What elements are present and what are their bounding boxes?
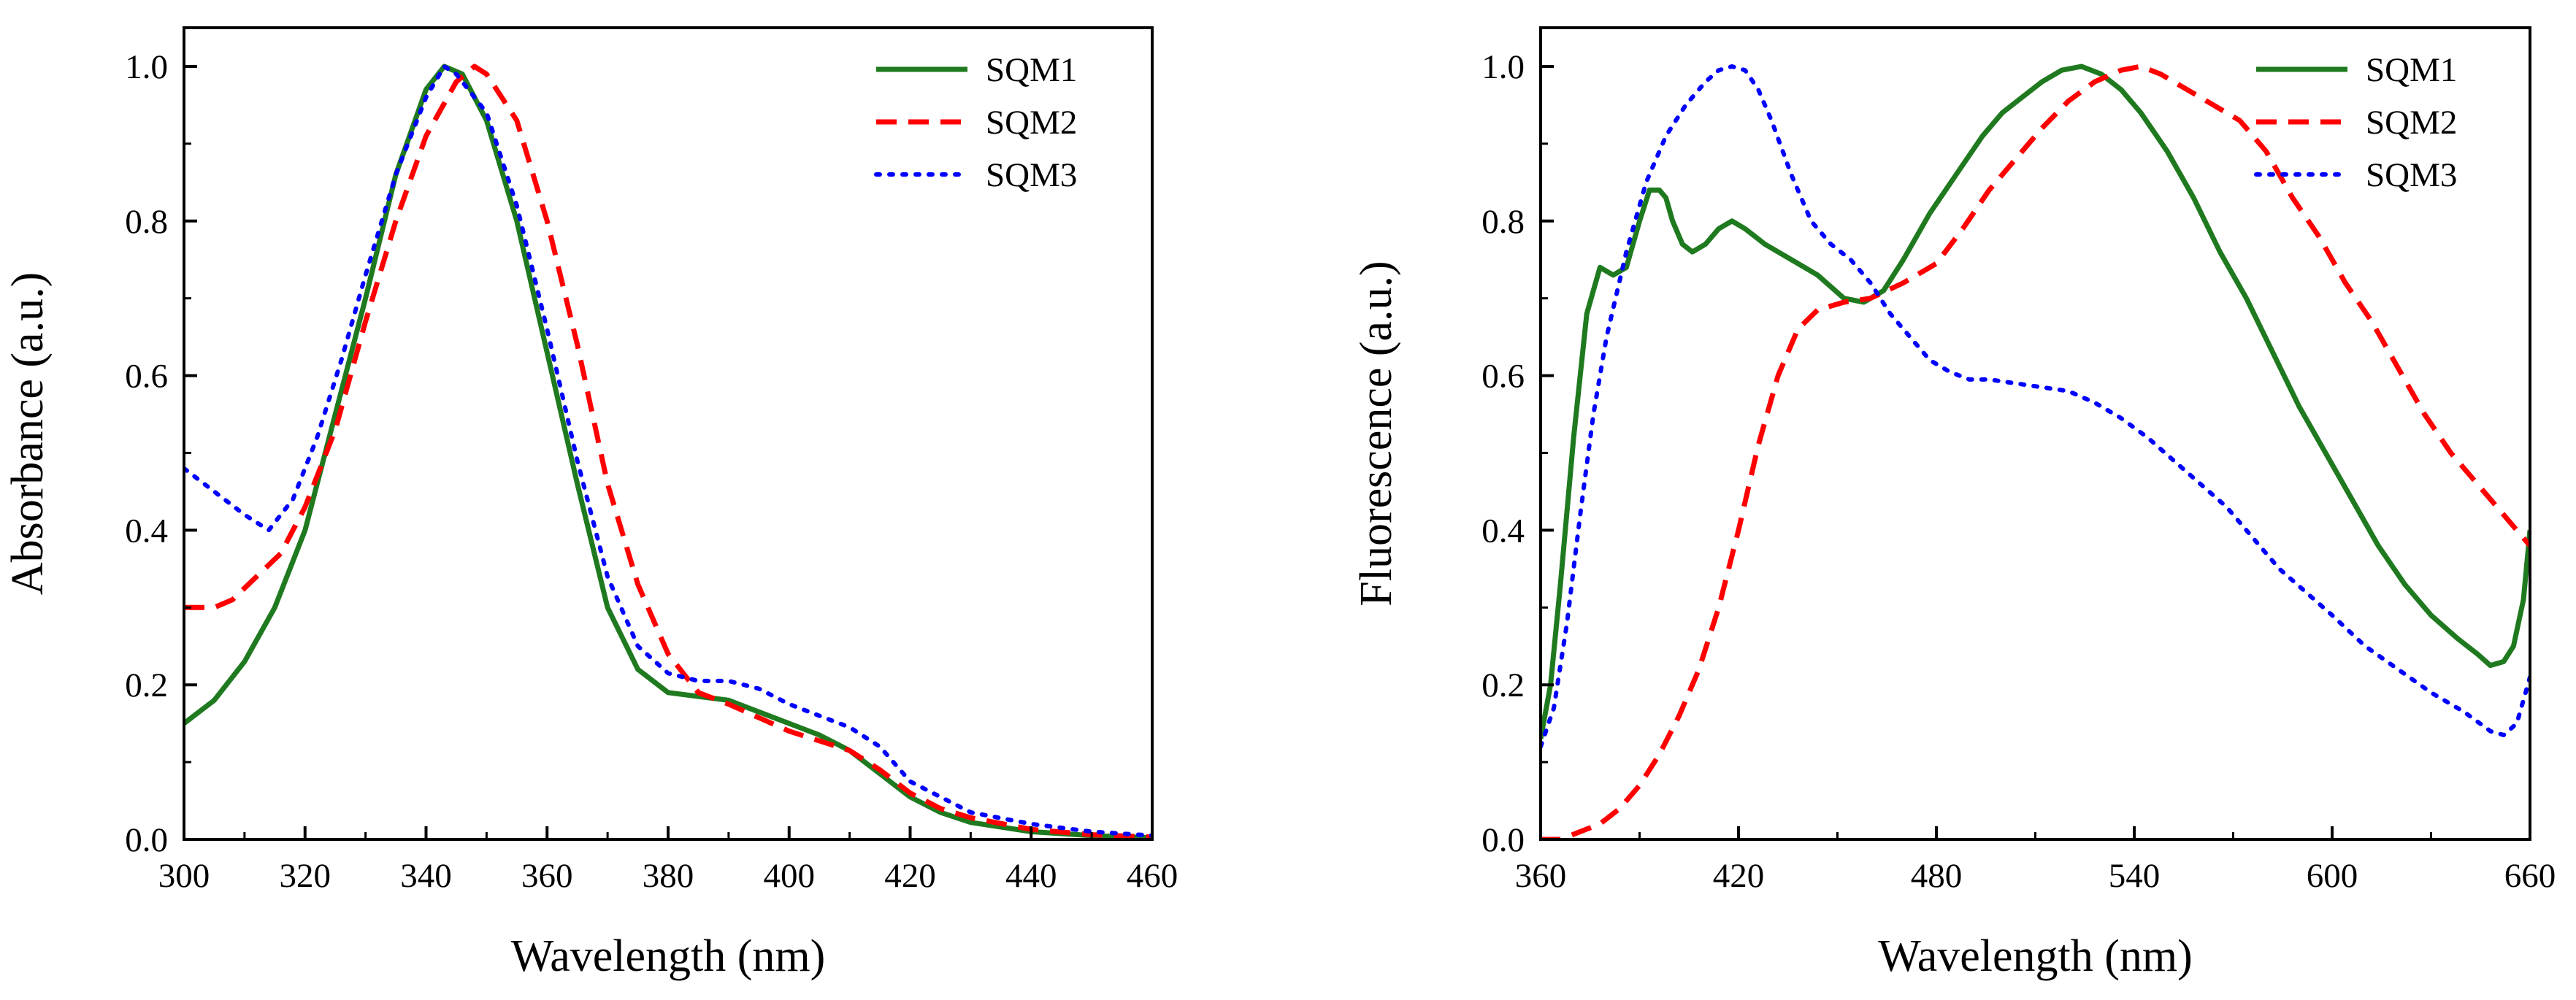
x-tick-label: 400 (764, 857, 816, 895)
y-tick-label: 0.6 (125, 358, 168, 396)
y-tick-label: 0.0 (125, 821, 168, 859)
legend-label-sqm1: SQM1 (986, 51, 1077, 89)
y-tick-label: 0.2 (1481, 666, 1525, 704)
x-tick-label: 340 (400, 857, 452, 895)
y-tick-label: 0.4 (125, 512, 168, 550)
series-line-sqm1 (184, 64, 1152, 839)
y-axis-title: Absorbance (a.u.) (3, 272, 53, 595)
x-tick-label: 380 (643, 857, 694, 895)
x-tick-label: 420 (884, 857, 936, 895)
y-tick-label: 0.6 (1481, 358, 1525, 396)
x-tick-label: 460 (1127, 857, 1178, 895)
x-tick-label: 300 (158, 857, 210, 895)
series-line-sqm2 (184, 64, 1152, 839)
x-axis-title: Wavelength (nm) (1878, 931, 2193, 981)
absorbance-chart: 300 320 340 360 380 400 420 440 460 0.0 0.2 0.4 0.6 0… (3, 26, 1178, 981)
x-tick-label: 440 (1005, 857, 1057, 895)
y-tick-label: 1.0 (1481, 48, 1525, 86)
x-tick-label: 540 (2109, 857, 2161, 895)
y-tick-label: 0.4 (1481, 512, 1525, 550)
y-tick-label: 0.0 (1481, 821, 1525, 859)
legend-label-sqm3: SQM3 (986, 156, 1077, 194)
series-line-sqm3 (1541, 64, 2530, 749)
y-axis-title: Fluorescence (a.u.) (1352, 261, 1401, 606)
x-tick-label: 420 (1713, 857, 1765, 895)
y-tick-label: 0.8 (125, 203, 168, 241)
fluorescence-chart: 360 420 480 540 600 660 0.0 0.2 0.4 0.6 0.8 1.0 Wave… (1352, 26, 2556, 981)
series-line-sqm1 (1541, 64, 2530, 739)
x-tick-label: 360 (1515, 857, 1567, 895)
x-tick-label: 600 (2307, 857, 2358, 895)
x-tick-label: 320 (280, 857, 331, 895)
x-tick-label: 660 (2504, 857, 2556, 895)
legend: SQM1 SQM2 SQM3 (874, 51, 1077, 194)
legend-label-sqm3: SQM3 (2366, 156, 2457, 194)
series-line-sqm2 (1541, 64, 2530, 839)
y-tick-label: 0.8 (1481, 203, 1525, 241)
legend-label-sqm2: SQM2 (2366, 104, 2457, 142)
plot-frame (1539, 26, 2531, 841)
x-tick-label: 480 (1911, 857, 1963, 895)
legend-label-sqm2: SQM2 (986, 104, 1077, 142)
y-tick-label: 0.2 (125, 666, 168, 704)
series-line-sqm3 (184, 64, 1152, 838)
legend-label-sqm1: SQM1 (2366, 51, 2457, 89)
legend: SQM1 SQM2 SQM3 (2254, 51, 2457, 194)
y-tick-label: 1.0 (125, 48, 168, 86)
x-tick-label: 360 (521, 857, 573, 895)
x-axis-title: Wavelength (nm) (511, 931, 826, 981)
